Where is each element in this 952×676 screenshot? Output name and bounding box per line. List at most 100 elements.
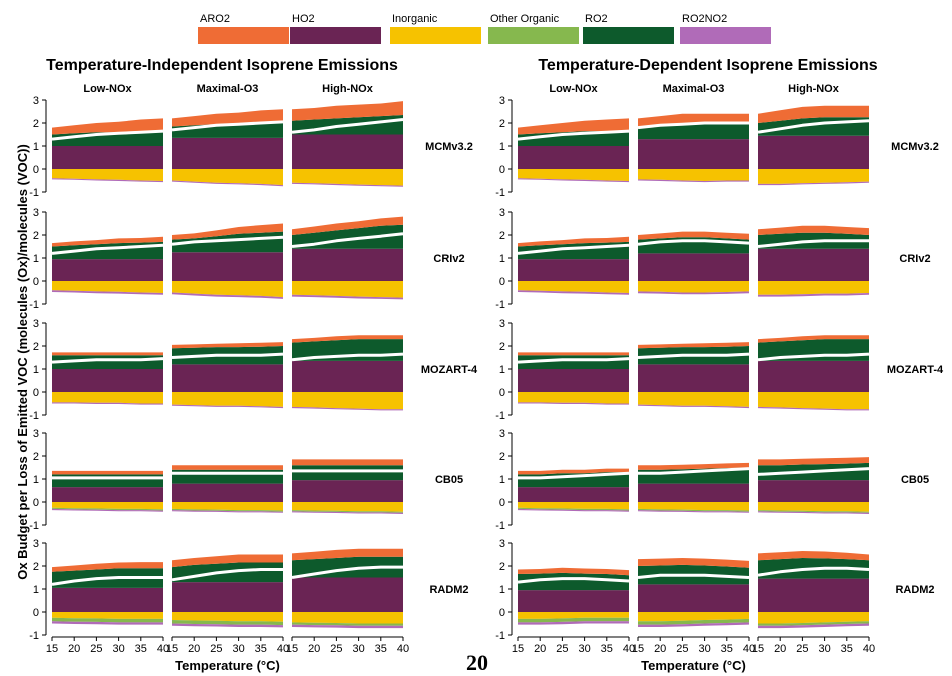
net-budget-line: [757, 239, 869, 248]
x-tick-label: 20: [654, 643, 666, 655]
y-tick-label: 2: [33, 118, 39, 130]
x-tick-label: 25: [90, 643, 102, 655]
area-inorganic: [292, 281, 403, 298]
net-budget-line: [638, 467, 750, 475]
area-aro2: [518, 352, 629, 356]
area-ro2no2: [518, 178, 629, 183]
area-ho2: [758, 360, 869, 392]
net-budget-line: [171, 352, 284, 359]
area-aro2: [292, 459, 403, 466]
y-tick-label: 0: [33, 164, 39, 176]
x-tick-label: 30: [112, 643, 124, 655]
legend-label: Inorganic: [392, 13, 438, 25]
area-inorganic: [638, 612, 749, 622]
y-tick-label: 1: [499, 364, 505, 376]
net-budget-line: [517, 129, 630, 141]
area-ro2no2: [292, 406, 403, 411]
area-aro2: [172, 223, 283, 240]
area-ro2no2: [638, 291, 749, 295]
area-inorganic: [638, 392, 749, 407]
x-tick-label: 15: [512, 643, 524, 655]
legend-swatch: [680, 27, 771, 44]
area-aro2: [52, 352, 163, 356]
x-tick-label: 40: [623, 643, 635, 655]
y-tick-label: 3: [33, 95, 39, 107]
y-tick-label: -1: [495, 520, 505, 532]
area-aro2: [292, 335, 403, 343]
area-ro2: [52, 474, 163, 488]
x-tick-label: 30: [232, 643, 244, 655]
net-budget-line: [291, 232, 404, 248]
area-ho2: [758, 135, 869, 169]
net-budget-line: [637, 352, 750, 359]
area-ho2: [638, 364, 749, 392]
area-ro2no2: [292, 294, 403, 300]
area-inorganic: [52, 281, 163, 293]
area-inorganic: [638, 502, 749, 511]
y-axis-label: Ox Budget per Loss of Emitted VOC (molec…: [15, 144, 30, 580]
mechanism-label: MCMv3.2: [891, 141, 939, 153]
area-ro2no2: [292, 511, 403, 514]
area-ho2: [292, 480, 403, 502]
x-tick-label: 20: [308, 643, 320, 655]
x-tick-label: 40: [397, 643, 409, 655]
y-tick-label: -1: [29, 299, 39, 311]
y-tick-label: 3: [499, 95, 505, 107]
x-tick-label: 20: [188, 643, 200, 655]
area-inorganic: [758, 392, 869, 410]
area-aro2: [638, 462, 749, 470]
y-tick-label: 0: [33, 607, 39, 619]
area-other-organic: [172, 508, 283, 512]
area-inorganic: [52, 392, 163, 404]
area-ro2no2: [172, 510, 283, 513]
legend-swatch: [583, 27, 674, 44]
mechanism-label: CB05: [901, 474, 929, 486]
page-number: 20: [466, 650, 488, 675]
net-budget-line: [291, 352, 404, 362]
area-ro2no2: [172, 292, 283, 299]
x-tick-label: 15: [286, 643, 298, 655]
scenario-label: Low-NOx: [83, 83, 132, 95]
area-ro2no2: [52, 508, 163, 512]
panel-title: Temperature-Dependent Isoprene Emissions: [538, 57, 877, 74]
area-inorganic: [518, 392, 629, 404]
net-budget-line: [518, 471, 630, 480]
area-other-organic: [518, 617, 629, 623]
area-ro2no2: [518, 621, 629, 625]
x-tick-label: 40: [277, 643, 289, 655]
area-ro2no2: [758, 406, 869, 411]
net-budget-line: [517, 357, 630, 364]
legend-swatch: [390, 27, 481, 44]
area-inorganic: [292, 502, 403, 512]
area-ro2no2: [52, 621, 163, 625]
y-tick-label: 2: [33, 561, 39, 573]
net-budget-line: [51, 576, 163, 586]
net-budget-line: [637, 121, 749, 130]
y-tick-label: 3: [499, 318, 505, 330]
area-ho2: [758, 248, 869, 281]
y-tick-label: 1: [33, 364, 39, 376]
mechanism-label: CB05: [435, 474, 463, 486]
area-ro2no2: [518, 290, 629, 295]
area-ro2no2: [638, 510, 749, 513]
area-ho2: [172, 364, 283, 392]
area-ho2: [172, 483, 283, 502]
area-ho2: [518, 590, 629, 612]
y-tick-label: 0: [499, 497, 505, 509]
area-inorganic: [518, 612, 629, 619]
scenario-label: High-NOx: [788, 83, 840, 95]
y-tick-label: 1: [499, 141, 505, 153]
area-ro2: [172, 120, 283, 138]
x-tick-label: 15: [166, 643, 178, 655]
net-budget-line: [51, 129, 164, 141]
x-tick-label: 25: [796, 643, 808, 655]
net-budget-line: [51, 243, 164, 255]
mechanism-label: MOZART-4: [421, 364, 478, 376]
area-aro2: [52, 470, 163, 475]
x-tick-label: 35: [721, 643, 733, 655]
x-tick-label: 30: [818, 643, 830, 655]
area-aro2: [638, 342, 749, 349]
area-ro2no2: [518, 402, 629, 405]
area-inorganic: [52, 612, 163, 619]
